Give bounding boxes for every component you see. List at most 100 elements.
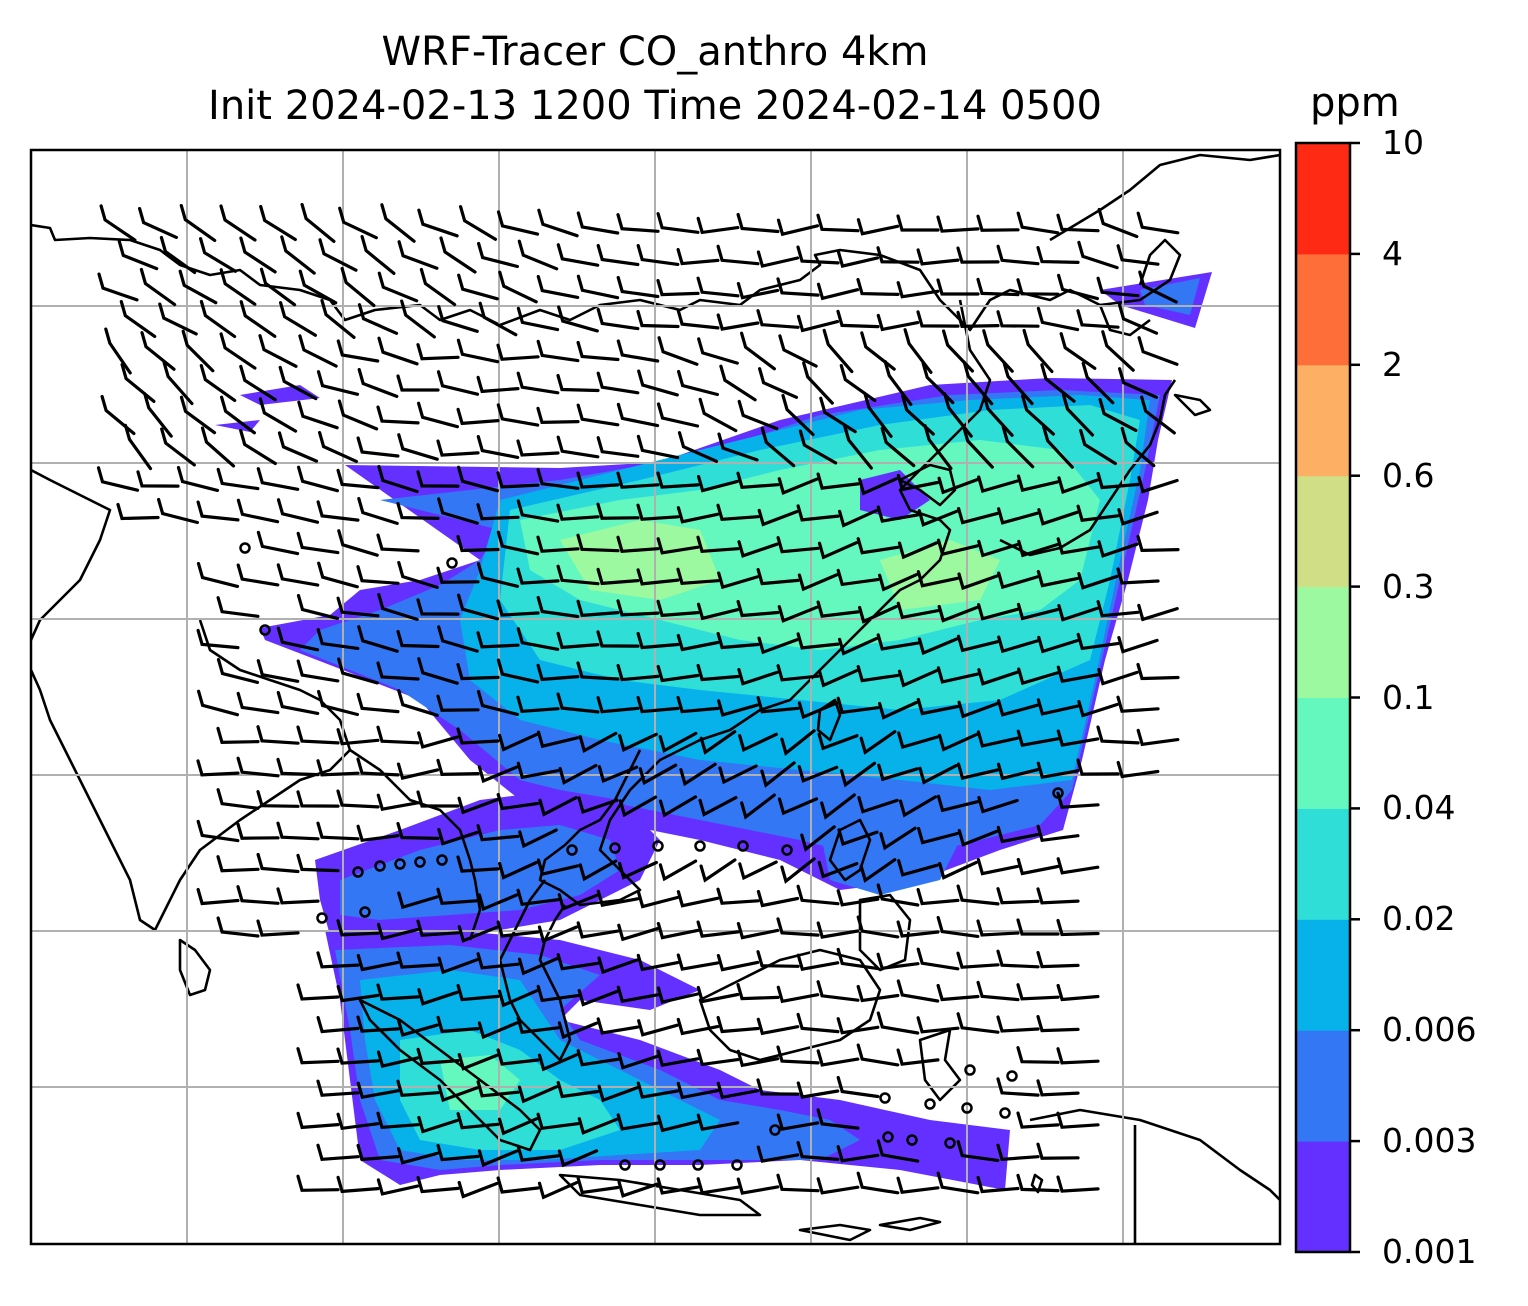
wind-barb (196, 759, 240, 777)
wind-barb (698, 796, 738, 817)
wind-barb (336, 985, 380, 1003)
wind-barb (476, 562, 520, 588)
wind-barb (1097, 540, 1139, 558)
wind-barb (518, 828, 558, 849)
wind-barb (1136, 211, 1180, 235)
wind-barb (699, 730, 737, 755)
wind-barb (196, 819, 240, 843)
wind-barb (296, 983, 340, 1001)
wind-barb (417, 1115, 459, 1134)
wind-barb (816, 980, 860, 1002)
wind-barb (296, 1047, 340, 1065)
wind-barb (1036, 761, 1080, 780)
wind-barb (736, 1177, 780, 1195)
wind-barb (997, 507, 1039, 525)
wind-barb (796, 1081, 840, 1099)
wind-barb (576, 211, 620, 235)
wind-barb (537, 208, 579, 238)
wind-barb (618, 795, 658, 818)
wind-barb (937, 604, 979, 623)
wind-barb (536, 858, 580, 877)
wind-barb (1056, 1175, 1100, 1193)
wind-barb (896, 281, 940, 299)
wind-barb (676, 890, 720, 908)
wind-barb (316, 951, 360, 969)
wind-barb (676, 1017, 720, 1036)
wind-barb (436, 1144, 480, 1162)
wind-barb (536, 663, 580, 682)
wind-barb (376, 793, 420, 812)
colorbar-segment (1296, 475, 1350, 588)
wind-barb (196, 887, 240, 906)
wind-barb (457, 796, 499, 815)
wind-barb (1116, 695, 1160, 713)
wind-barb (697, 475, 739, 493)
wind-barb (256, 725, 300, 745)
map-frame (29, 148, 1282, 1246)
wind-barb (698, 397, 738, 433)
wind-barb (778, 334, 818, 368)
wind-barb (957, 829, 999, 847)
wind-barb (836, 1017, 880, 1035)
wind-barb (276, 887, 320, 905)
wind-barb (457, 273, 499, 301)
wind-barb (1016, 1111, 1060, 1129)
wind-barb (1096, 471, 1140, 490)
wind-barb (977, 603, 1019, 621)
wind-barb (236, 691, 280, 715)
wind-barb (236, 756, 280, 778)
wind-barb (997, 699, 1039, 717)
wind-barb (516, 439, 560, 457)
wind-barb (1017, 667, 1059, 686)
wind-barb (596, 1017, 640, 1035)
wind-barb (416, 790, 460, 808)
wind-barb (536, 468, 580, 490)
wind-barb (916, 248, 960, 266)
wind-barb (457, 925, 499, 943)
wind-barb (777, 477, 819, 495)
wind-barb (556, 692, 600, 714)
calm-wind-circle (652, 840, 664, 852)
wind-barb (99, 204, 137, 242)
wind-barb (1016, 211, 1060, 235)
wind-barb (336, 596, 380, 618)
wind-barb (476, 952, 520, 970)
wind-barb (239, 428, 277, 466)
wind-barb (637, 369, 679, 397)
wind-barb (1036, 570, 1080, 588)
wind-barb (876, 313, 920, 332)
wind-barb (436, 439, 480, 457)
wind-barb (1016, 602, 1060, 621)
wind-barb (957, 572, 999, 591)
wind-barb (436, 758, 480, 777)
wind-barb (397, 433, 439, 461)
wind-barb (838, 637, 878, 656)
wind-barb (138, 207, 178, 239)
colorbar-tick-label: 0.3 (1382, 566, 1435, 606)
wind-barb (336, 339, 380, 363)
wind-barb (696, 602, 740, 621)
wind-barb (1016, 918, 1060, 936)
wind-barb (1056, 983, 1100, 1002)
wind-barb (936, 538, 980, 557)
wind-barb (380, 203, 416, 243)
wind-barb (796, 245, 840, 265)
wind-barb (296, 853, 340, 873)
wind-barb (1016, 983, 1060, 1001)
wind-barb (496, 792, 540, 811)
wind-barb (618, 860, 658, 880)
colorbar-segment (1296, 697, 1350, 809)
wind-barb (1096, 600, 1140, 618)
wind-barb (199, 299, 237, 339)
wind-barb (276, 626, 320, 652)
calm-wind-circle (414, 856, 426, 868)
wind-barb (176, 466, 220, 492)
wind-barb (1016, 474, 1060, 493)
wind-barb (916, 697, 960, 716)
wind-barb (976, 980, 1020, 1002)
wind-barb (756, 696, 800, 714)
wind-barb (437, 497, 479, 525)
wind-barb (536, 406, 580, 425)
wind-barb (656, 402, 700, 428)
wind-barb (859, 858, 897, 883)
